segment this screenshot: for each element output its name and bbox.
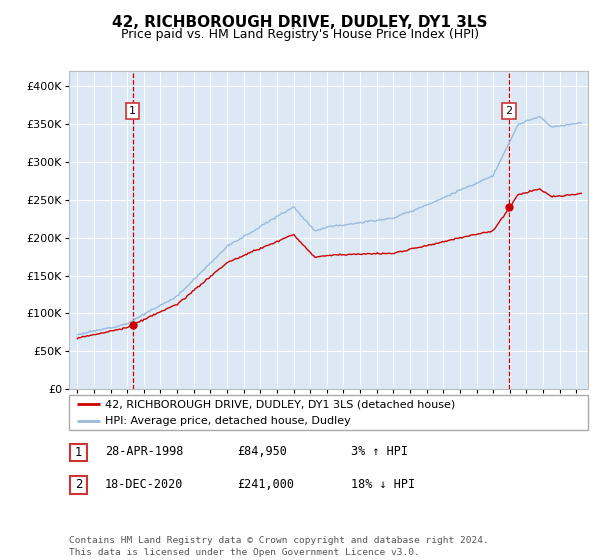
Text: 2: 2 xyxy=(75,478,82,492)
Text: Contains HM Land Registry data © Crown copyright and database right 2024.
This d: Contains HM Land Registry data © Crown c… xyxy=(69,536,489,557)
Text: £241,000: £241,000 xyxy=(237,478,294,491)
Text: HPI: Average price, detached house, Dudley: HPI: Average price, detached house, Dudl… xyxy=(106,416,351,426)
Text: Price paid vs. HM Land Registry's House Price Index (HPI): Price paid vs. HM Land Registry's House … xyxy=(121,28,479,41)
Text: 42, RICHBOROUGH DRIVE, DUDLEY, DY1 3LS (detached house): 42, RICHBOROUGH DRIVE, DUDLEY, DY1 3LS (… xyxy=(106,399,455,409)
Text: 2: 2 xyxy=(506,106,513,116)
Text: 28-APR-1998: 28-APR-1998 xyxy=(105,445,184,459)
Text: 42, RICHBOROUGH DRIVE, DUDLEY, DY1 3LS: 42, RICHBOROUGH DRIVE, DUDLEY, DY1 3LS xyxy=(112,15,488,30)
Text: 18% ↓ HPI: 18% ↓ HPI xyxy=(351,478,415,491)
Text: 3% ↑ HPI: 3% ↑ HPI xyxy=(351,445,408,459)
FancyBboxPatch shape xyxy=(69,395,588,430)
FancyBboxPatch shape xyxy=(70,477,87,493)
Text: 18-DEC-2020: 18-DEC-2020 xyxy=(105,478,184,491)
Text: 1: 1 xyxy=(75,446,82,459)
Text: £84,950: £84,950 xyxy=(237,445,287,459)
FancyBboxPatch shape xyxy=(70,444,87,461)
Text: 1: 1 xyxy=(129,106,136,116)
